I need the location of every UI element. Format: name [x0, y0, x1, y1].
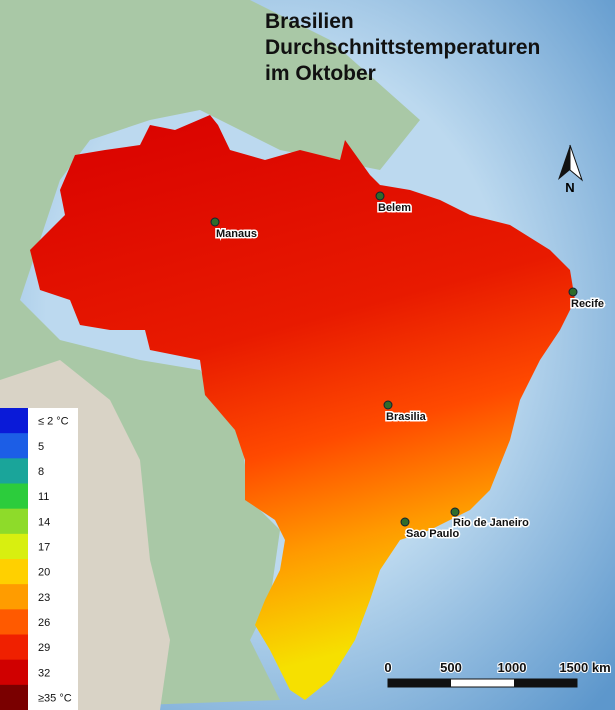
city-label: Belem	[378, 202, 411, 214]
city-label: Sao Paulo	[406, 528, 459, 540]
scale-label: 1500 km	[559, 660, 610, 675]
legend-label: ≥35 °C	[38, 692, 72, 704]
legend-swatch	[0, 684, 28, 710]
legend-label: 20	[38, 567, 50, 579]
legend-swatch	[0, 408, 28, 434]
legend-swatch	[0, 508, 28, 535]
north-arrow: N	[558, 144, 584, 195]
legend-swatch	[0, 609, 28, 635]
legend-label: 17	[38, 541, 50, 553]
legend-label: 11	[38, 491, 49, 503]
city-dot	[383, 400, 393, 410]
scale-label: 1000	[498, 660, 527, 675]
title: Durchschnittstemperaturen	[265, 36, 540, 59]
legend-label: 23	[38, 592, 50, 604]
north-label: N	[565, 180, 574, 195]
scale-bar: 0 500 1000 1500 km	[383, 659, 612, 688]
legend-swatch	[0, 584, 28, 610]
legend-swatch	[0, 559, 28, 585]
scale-label: 0	[384, 660, 391, 675]
legend-swatch	[0, 483, 28, 510]
city-dot	[210, 217, 220, 227]
legend-swatch	[0, 433, 28, 459]
legend-swatch	[0, 659, 28, 686]
legend-swatch	[0, 634, 28, 661]
city-dot	[400, 517, 410, 527]
scale-label: 500	[440, 660, 462, 675]
city-label: Recife	[571, 298, 604, 310]
legend-label: 8	[38, 466, 44, 478]
city-label: Manaus	[216, 228, 257, 240]
city-label: Rio de Janeiro	[453, 517, 529, 529]
legend-swatch	[0, 458, 28, 484]
legend-label: 26	[38, 617, 50, 629]
legend-label: 5	[38, 441, 44, 453]
legend-label: ≤ 2 °C	[38, 416, 69, 428]
brazil-temperature	[30, 115, 575, 700]
legend: ≤ 2 °C 5 8 11 14 17 20 23 26 29 32 ≥35 °C	[0, 408, 78, 710]
city-label: Brasilia	[386, 411, 427, 423]
legend-label: 29	[38, 642, 50, 654]
city-dot	[450, 507, 460, 517]
city-dot	[375, 191, 385, 201]
legend-swatch	[0, 533, 28, 560]
title: Brasilien	[265, 10, 354, 33]
legend-label: 32	[38, 667, 50, 679]
title: im Oktober	[265, 62, 376, 85]
legend-label: 14	[38, 516, 50, 528]
city-dot	[568, 287, 578, 297]
